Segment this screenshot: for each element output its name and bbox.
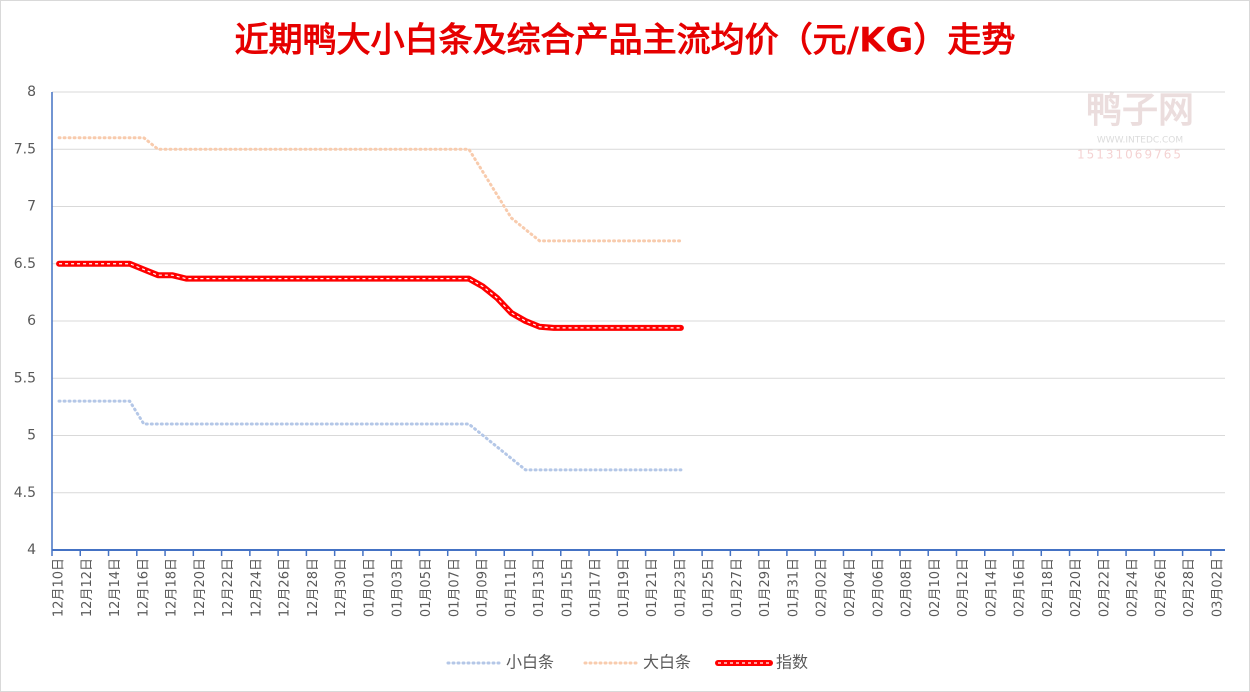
x-tick-label: 12月20日 — [193, 558, 208, 617]
x-tick-label: 01月25日 — [702, 558, 717, 617]
x-tick-label: 02月24日 — [1126, 558, 1141, 617]
x-tick-label: 02月28日 — [1182, 558, 1197, 617]
x-tick-label: 01月15日 — [560, 558, 575, 617]
x-tick-label: 12月22日 — [221, 558, 236, 617]
y-tick-label: 7.5 — [14, 141, 36, 157]
series-line — [57, 399, 683, 472]
x-tick-label: 01月21日 — [645, 558, 660, 617]
x-tick-label: 01月27日 — [730, 558, 745, 617]
x-tick-label: 02月20日 — [1069, 558, 1084, 617]
x-tick-label: 02月22日 — [1097, 558, 1112, 617]
x-tick-label: 12月16日 — [136, 558, 151, 617]
x-tick-label: 02月02日 — [815, 558, 830, 617]
legend-label: 大白条 — [643, 653, 691, 672]
y-tick-label: 4 — [27, 542, 36, 558]
x-tick-label: 01月23日 — [673, 558, 688, 617]
x-tick-label: 01月13日 — [532, 558, 547, 617]
x-tick-label: 12月26日 — [278, 558, 293, 617]
legend-label: 指数 — [776, 653, 808, 672]
x-tick-label: 12月14日 — [108, 558, 123, 617]
watermark: 鸭子网 WWW.INTEDC.COM 15131069765 — [1077, 90, 1194, 162]
x-tick-label: 12月28日 — [306, 558, 321, 617]
x-tick-label: 02月14日 — [984, 558, 999, 617]
x-tick-label: 01月03日 — [391, 558, 406, 617]
x-tick-label: 02月10日 — [928, 558, 943, 617]
series-line — [57, 136, 683, 243]
watermark-phone: 15131069765 — [1077, 148, 1183, 162]
x-tick-label: 12月18日 — [165, 558, 180, 617]
x-tick-label: 12月24日 — [249, 558, 264, 617]
y-tick-label: 7 — [27, 199, 36, 215]
x-tick-label: 12月12日 — [80, 558, 95, 617]
x-tick-label: 01月01日 — [362, 558, 377, 617]
x-tick-label: 01月17日 — [589, 558, 604, 617]
chart-title: 近期鸭大小白条及综合产品主流均价（元/KG）走势 — [235, 21, 1016, 61]
legend-label: 小白条 — [506, 653, 554, 672]
x-tick-label: 03月02日 — [1210, 558, 1225, 617]
x-tick-label: 02月12日 — [956, 558, 971, 617]
x-tick-label: 02月18日 — [1041, 558, 1056, 617]
y-tick-label: 6.5 — [14, 256, 36, 272]
watermark-title: 鸭子网 — [1086, 90, 1194, 131]
x-tick-label: 01月11日 — [504, 558, 519, 617]
x-tick-label: 01月19日 — [617, 558, 632, 617]
y-tick-label: 5.5 — [14, 370, 36, 386]
x-tick-label: 01月09日 — [476, 558, 491, 617]
y-tick-label: 8 — [27, 84, 36, 100]
x-tick-label: 02月08日 — [900, 558, 915, 617]
x-tick-label: 01月29日 — [758, 558, 773, 617]
y-tick-label: 4.5 — [14, 485, 36, 501]
watermark-url: WWW.INTEDC.COM — [1097, 136, 1183, 146]
x-tick-label: 01月31日 — [786, 558, 801, 617]
x-tick-label: 02月16日 — [1013, 558, 1028, 617]
x-tick-label: 12月10日 — [52, 558, 67, 617]
x-tick-label: 01月05日 — [419, 558, 434, 617]
x-tick-label: 02月06日 — [871, 558, 886, 617]
x-tick-label: 02月26日 — [1154, 558, 1169, 617]
series-line-overlay — [59, 263, 681, 329]
y-tick-label: 5 — [27, 428, 36, 444]
y-tick-label: 6 — [27, 313, 36, 329]
x-tick-label: 01月07日 — [447, 558, 462, 617]
x-tick-label: 02月04日 — [843, 558, 858, 617]
x-tick-label: 12月30日 — [334, 558, 349, 617]
